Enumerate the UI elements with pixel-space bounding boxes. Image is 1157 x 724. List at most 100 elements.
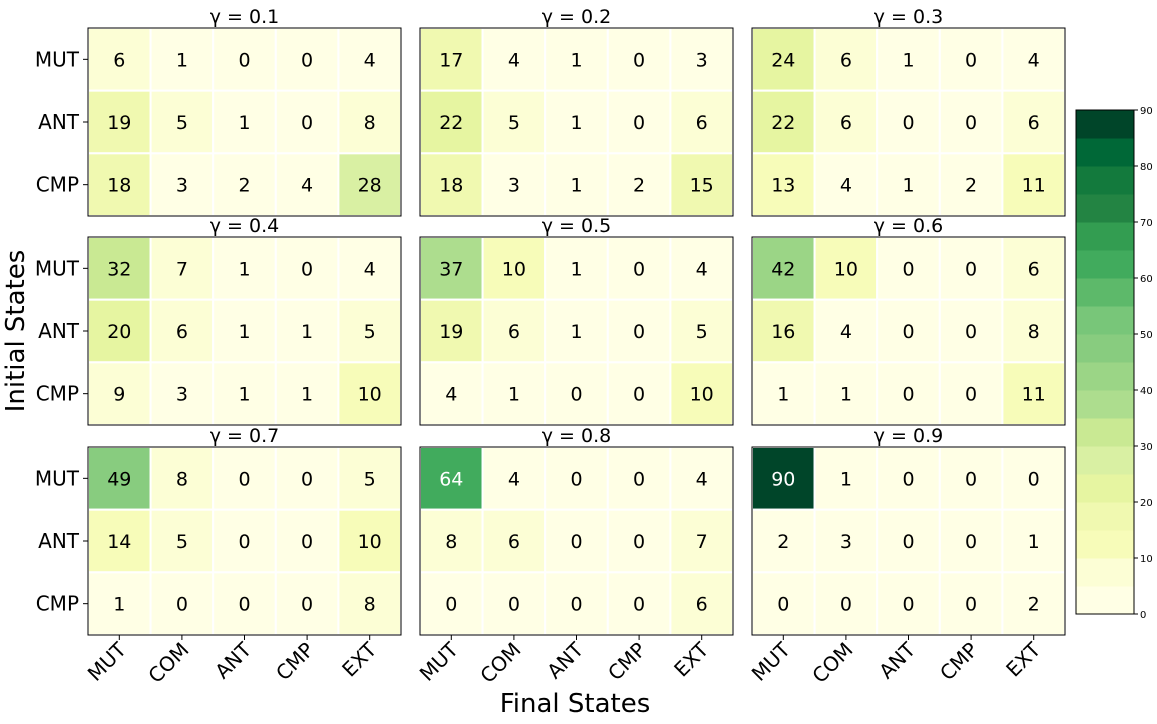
heatmap-cell — [149, 298, 215, 364]
heatmap-cell — [876, 361, 941, 427]
cell-value-label: 1 — [902, 49, 914, 71]
cell-value-label: 32 — [107, 258, 131, 280]
panel-frame — [751, 27, 1066, 217]
heatmap-cell — [337, 298, 402, 364]
cell-value-label: 2 — [633, 175, 645, 197]
cell-value-label: 7 — [696, 531, 708, 553]
cell-value-label: 1 — [570, 49, 582, 71]
x-tick-label: EXT — [1001, 637, 1046, 682]
colorbar-segment — [1076, 586, 1134, 615]
x-tick-label: MUT — [415, 637, 464, 686]
heatmap-panel: 24 6 1 0 4 22 6 0 0 6 13 4 1 2 11 γ = 0.3 — [751, 6, 1067, 217]
colorbar-segment — [1076, 110, 1134, 139]
cell-value-label: 4 — [445, 384, 457, 406]
cell-value-label: 1 — [902, 175, 914, 197]
cell-value-label: 9 — [113, 384, 125, 406]
heatmap-cell — [337, 571, 402, 636]
heatmap-cell — [337, 89, 402, 155]
cell-value-label: 1 — [238, 258, 250, 280]
panel-title: γ = 0.7 — [210, 425, 279, 447]
cell-value-label: 10 — [358, 384, 382, 406]
cell-value-label: 22 — [439, 112, 463, 134]
cell-value-label: 0 — [176, 594, 188, 616]
heatmap-cell — [751, 571, 816, 636]
colorbar-tick-label: 10 — [1140, 554, 1153, 565]
cell-value-label: 18 — [439, 175, 463, 197]
cell-value-label: 20 — [107, 321, 131, 343]
cell-value-label: 0 — [238, 531, 250, 553]
cell-value-label: 1 — [301, 384, 313, 406]
cell-value-label: 10 — [358, 531, 382, 553]
cell-value-label: 0 — [633, 49, 645, 71]
cell-value-label: 64 — [439, 468, 463, 490]
heatmap-cell — [669, 298, 735, 364]
cell-value-label: 6 — [508, 531, 520, 553]
panel-frame — [419, 27, 734, 217]
cell-value-label: 1 — [570, 321, 582, 343]
heatmap-cell — [1001, 152, 1067, 217]
colorbar-segment — [1076, 362, 1134, 391]
cell-value-label: 0 — [965, 531, 977, 553]
cell-value-label: 1 — [113, 594, 125, 616]
heatmap-cell — [606, 508, 672, 574]
cell-value-label: 8 — [445, 531, 457, 553]
heatmap-cell — [751, 298, 816, 364]
cell-value-label: 6 — [840, 49, 852, 71]
colorbar-tick-label: 70 — [1140, 218, 1153, 229]
cell-value-label: 28 — [358, 175, 382, 197]
heatmap-cell — [481, 298, 547, 364]
cell-value-label: 0 — [902, 321, 914, 343]
cell-value-label: 0 — [633, 531, 645, 553]
colorbar-tick-label: 90 — [1140, 106, 1153, 117]
cell-value-label: 8 — [364, 112, 376, 134]
heatmap-cell — [212, 89, 277, 155]
cell-value-label: 1 — [570, 175, 582, 197]
cell-value-label: 4 — [840, 175, 852, 197]
panel-title: γ = 0.6 — [874, 215, 943, 237]
heatmap-cell — [544, 361, 609, 427]
cell-value-label: 8 — [1028, 321, 1040, 343]
colorbar-tick-label: 80 — [1140, 162, 1153, 173]
cell-value-label: 0 — [965, 468, 977, 490]
cell-value-label: 0 — [238, 468, 250, 490]
cell-value-label: 6 — [113, 49, 125, 71]
x-tick-label: ANT — [210, 637, 256, 683]
heatmap-cell — [274, 152, 340, 217]
colorbar-segment — [1076, 194, 1134, 223]
colorbar-segment — [1076, 446, 1134, 475]
heatmap-cell — [337, 508, 402, 574]
cell-value-label: 11 — [1022, 175, 1046, 197]
cell-value-label: 4 — [696, 468, 708, 490]
heatmap-cell — [606, 298, 672, 364]
heatmap-panel: 64 4 0 0 4 8 6 0 0 7 0 0 0 0 6 γ = 0.8 MUT COM ANT CMP EXT — [415, 425, 735, 688]
cell-value-label: 6 — [176, 321, 188, 343]
cell-value-label: 1 — [777, 384, 789, 406]
x-tick-label: COM — [143, 638, 193, 688]
cell-value-label: 1 — [570, 112, 582, 134]
cell-value-label: 0 — [965, 384, 977, 406]
y-tick-label: CMP — [36, 592, 79, 616]
cell-value-label: 5 — [508, 112, 520, 134]
y-tick-label: ANT — [38, 110, 80, 134]
x-tick-label: EXT — [669, 637, 714, 682]
colorbar-tick-label: 30 — [1140, 442, 1153, 453]
cell-value-label: 0 — [633, 594, 645, 616]
colorbar: 0 10 20 30 40 50 60 70 80 90 — [1075, 106, 1153, 621]
x-tick-label: COM — [807, 638, 857, 688]
cell-value-label: 4 — [364, 258, 376, 280]
heatmap-cell — [212, 361, 277, 427]
cell-value-label: 90 — [771, 468, 795, 490]
colorbar-segment — [1076, 334, 1134, 363]
cell-value-label: 5 — [364, 321, 376, 343]
heatmap-cell — [274, 361, 340, 427]
cell-value-label: 15 — [690, 175, 714, 197]
heatmap-panel: 6 1 0 0 4 19 5 1 0 8 18 3 2 4 28 γ = 0.1 MUT ANT CMP — [35, 6, 402, 217]
heatmap-cell — [751, 361, 816, 427]
cell-value-label: 5 — [696, 321, 708, 343]
cell-value-label: 0 — [633, 258, 645, 280]
heatmap-cell — [606, 27, 672, 92]
heatmap-cell — [544, 152, 609, 217]
cell-value-label: 0 — [301, 258, 313, 280]
cell-value-label: 10 — [834, 258, 858, 280]
